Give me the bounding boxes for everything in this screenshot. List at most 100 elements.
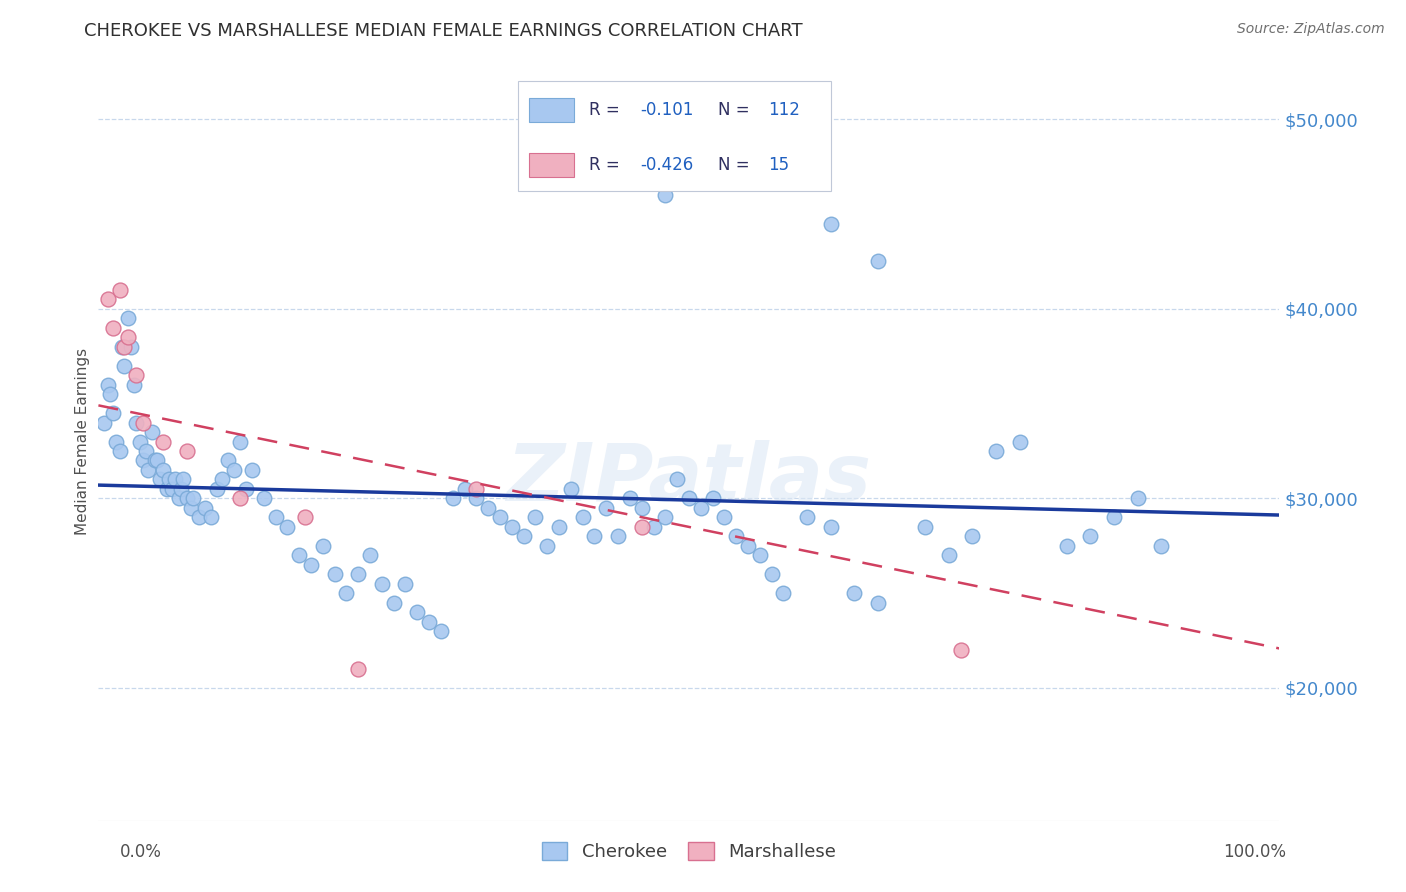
Point <box>156 482 179 496</box>
Point <box>97 293 120 307</box>
Point <box>141 425 163 439</box>
Point <box>176 444 198 458</box>
Point <box>643 520 665 534</box>
Point <box>737 539 759 553</box>
Point <box>583 529 606 543</box>
Point <box>382 596 405 610</box>
Text: Source: ZipAtlas.com: Source: ZipAtlas.com <box>1237 22 1385 37</box>
Text: CHEROKEE VS MARSHALLESE MEDIAN FEMALE EARNINGS CORRELATION CHART: CHEROKEE VS MARSHALLESE MEDIAN FEMALE EA… <box>84 22 803 40</box>
Point <box>264 510 287 524</box>
Text: N =: N = <box>718 156 755 174</box>
Point <box>820 217 842 231</box>
Text: -0.101: -0.101 <box>641 101 695 120</box>
Point <box>108 283 131 297</box>
Point <box>108 444 131 458</box>
Point <box>619 491 641 506</box>
Point <box>748 548 770 563</box>
Point <box>772 586 794 600</box>
Point <box>312 539 335 553</box>
Point <box>914 520 936 534</box>
Point <box>725 529 748 543</box>
Point <box>132 416 155 430</box>
Point <box>217 453 239 467</box>
Point <box>211 472 233 486</box>
Point <box>465 491 488 506</box>
Point <box>418 615 440 629</box>
Point <box>323 567 346 582</box>
Point <box>288 548 311 563</box>
Point <box>489 510 512 524</box>
Text: N =: N = <box>718 101 755 120</box>
Point <box>117 311 139 326</box>
Point <box>630 500 652 515</box>
Point <box>229 434 252 449</box>
Point <box>172 472 194 486</box>
Point <box>477 500 499 515</box>
Point <box>560 482 582 496</box>
Point <box>371 576 394 591</box>
Point <box>938 548 960 563</box>
Point <box>122 377 145 392</box>
Point <box>595 500 617 515</box>
Text: 15: 15 <box>768 156 789 174</box>
Point <box>1080 529 1102 543</box>
Point <box>101 406 124 420</box>
Point <box>146 453 169 467</box>
Point <box>1102 510 1125 524</box>
Point <box>194 500 217 515</box>
Point <box>359 548 381 563</box>
Point <box>465 482 488 496</box>
Point <box>702 491 724 506</box>
Point <box>160 482 183 496</box>
Text: -0.426: -0.426 <box>641 156 693 174</box>
Point <box>713 510 735 524</box>
Point <box>1126 491 1149 506</box>
Point <box>224 463 246 477</box>
Point <box>117 330 139 344</box>
Point <box>984 444 1007 458</box>
Point <box>1008 434 1031 449</box>
Y-axis label: Median Female Earnings: Median Female Earnings <box>75 348 90 535</box>
Point <box>98 387 121 401</box>
Point <box>128 434 150 449</box>
Point <box>125 416 148 430</box>
Point <box>132 453 155 467</box>
Point <box>165 472 187 486</box>
Point <box>143 453 166 467</box>
Bar <box>530 98 575 122</box>
Point <box>149 472 172 486</box>
Point <box>501 520 523 534</box>
Point <box>678 491 700 506</box>
Point <box>93 416 115 430</box>
Legend: Cherokee, Marshallese: Cherokee, Marshallese <box>534 835 844 869</box>
Point <box>441 491 464 506</box>
Point <box>152 434 174 449</box>
Point <box>394 576 416 591</box>
Point <box>167 491 190 506</box>
Point <box>205 482 228 496</box>
Point <box>180 500 202 515</box>
Point <box>1150 539 1173 553</box>
Point <box>536 539 558 553</box>
Point <box>235 482 257 496</box>
Bar <box>530 153 575 177</box>
Text: 0.0%: 0.0% <box>120 843 162 861</box>
Point <box>820 520 842 534</box>
Point <box>796 510 818 524</box>
Point <box>512 529 534 543</box>
FancyBboxPatch shape <box>517 81 831 191</box>
Point <box>844 586 866 600</box>
Point <box>630 520 652 534</box>
Point <box>430 624 453 639</box>
Point <box>761 567 783 582</box>
Text: R =: R = <box>589 101 624 120</box>
Point <box>111 340 134 354</box>
Point <box>571 510 593 524</box>
Point <box>112 340 135 354</box>
Point <box>253 491 276 506</box>
Point <box>335 586 357 600</box>
Point <box>406 605 429 619</box>
Point <box>125 368 148 383</box>
Point <box>949 643 972 657</box>
Point <box>181 491 204 506</box>
